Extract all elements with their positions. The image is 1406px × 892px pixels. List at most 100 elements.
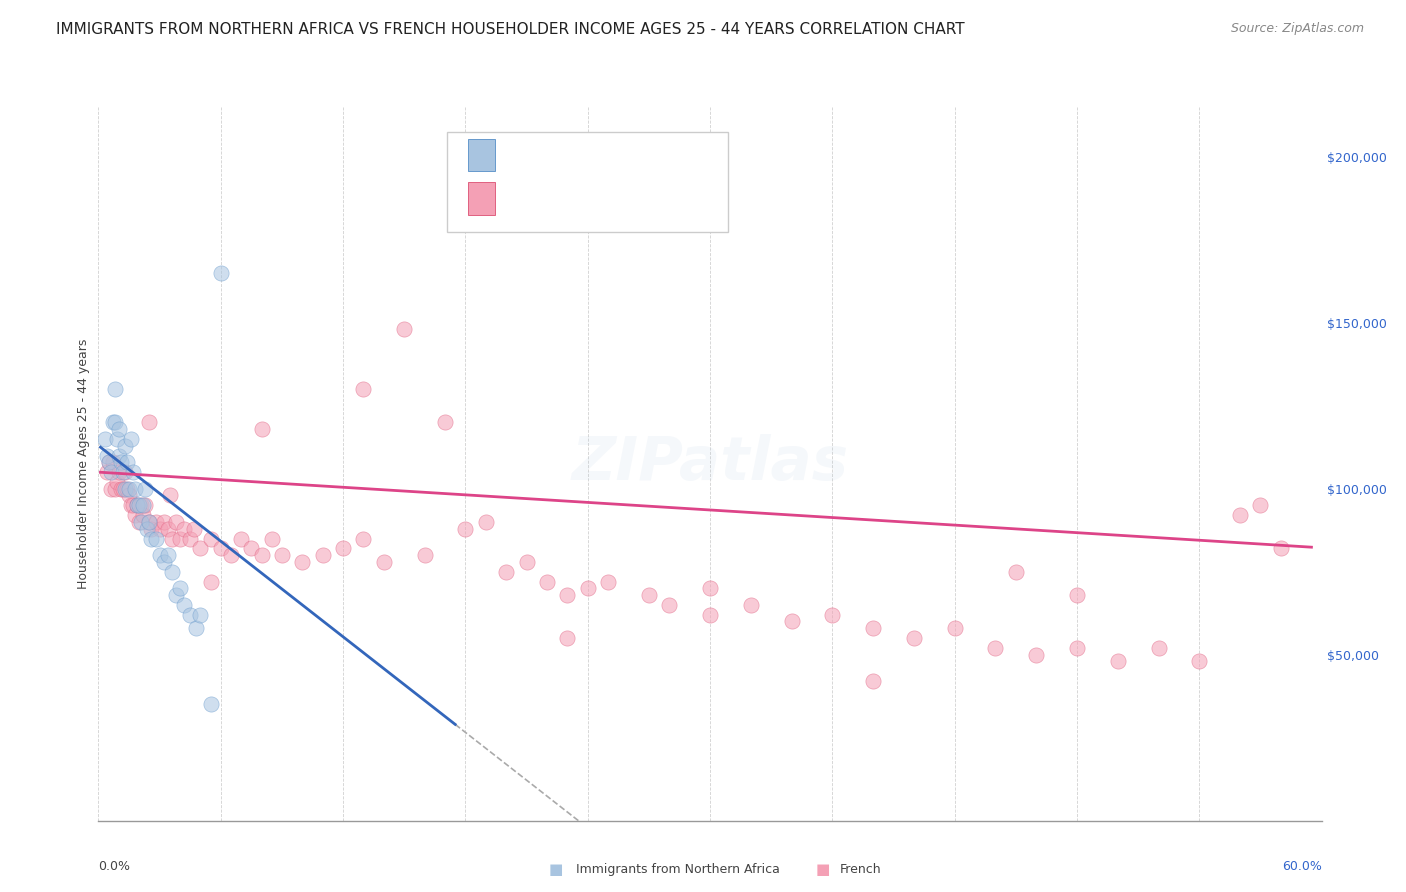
Point [120,432,142,446]
Point [209,541,232,556]
Point [108,465,131,479]
Point [110,482,132,496]
Y-axis label: Householder Income Ages 25 - 44 years: Householder Income Ages 25 - 44 years [77,339,90,589]
Point [209,266,232,280]
Point [104,382,127,396]
Point [136,522,159,536]
Point [141,532,163,546]
Point [138,415,160,429]
Point [270,548,294,562]
Point [100,482,122,496]
Point [160,565,183,579]
Text: Immigrants from Northern Africa: Immigrants from Northern Africa [576,863,780,876]
Point [1107,654,1129,668]
Point [699,607,721,622]
Point [105,475,128,489]
Point [111,482,134,496]
Point [156,548,179,562]
Point [200,574,222,589]
Point [114,482,136,496]
Text: N = 40: N = 40 [620,154,672,169]
Point [138,515,160,529]
Point [128,499,150,513]
Point [115,482,138,496]
Point [132,499,155,513]
Point [186,621,208,635]
Point [352,532,374,546]
Point [152,555,174,569]
Point [188,607,212,622]
Point [740,598,762,612]
Bar [468,139,495,171]
Point [862,674,884,689]
Text: Source: ZipAtlas.com: Source: ZipAtlas.com [1230,22,1364,36]
Point [352,382,374,396]
Point [165,515,187,529]
Point [122,499,145,513]
Point [413,548,436,562]
Point [129,499,152,513]
Point [122,465,145,479]
Point [108,422,131,436]
Point [101,455,124,469]
Point [1147,641,1170,656]
Text: ■: ■ [548,863,562,877]
Point [434,415,457,429]
Point [516,555,538,569]
Point [160,532,183,546]
Point [1270,541,1292,556]
Point [188,541,212,556]
Point [104,415,127,429]
Point [93,432,115,446]
Point [862,621,884,635]
Point [124,508,146,523]
Point [127,499,149,513]
Point [598,574,620,589]
Point [101,415,124,429]
Point [97,455,120,469]
Point [134,499,156,513]
Point [658,598,681,612]
Point [557,588,579,602]
Point [97,455,120,469]
Point [110,455,132,469]
Point [291,555,314,569]
Text: French: French [839,863,882,876]
Point [638,588,661,602]
Point [1066,641,1088,656]
Point [156,522,179,536]
Point [114,465,136,479]
Point [821,607,844,622]
FancyBboxPatch shape [447,132,728,232]
Point [1229,508,1251,523]
Point [1249,499,1271,513]
Point [557,631,579,645]
Point [132,508,155,523]
Point [111,465,134,479]
Point [138,515,160,529]
Point [1004,565,1026,579]
Point [219,548,242,562]
Point [96,465,118,479]
Text: ZIPatlas: ZIPatlas [571,434,849,493]
Point [169,582,191,596]
Point [104,482,127,496]
Point [145,515,167,529]
Point [536,574,558,589]
Point [495,565,517,579]
Point [173,522,195,536]
Point [332,541,354,556]
Point [145,532,167,546]
Point [699,582,721,596]
Point [312,548,335,562]
Point [173,598,195,612]
Point [134,482,156,496]
Point [240,541,263,556]
Point [127,499,149,513]
Text: R =  -0.210: R = -0.210 [508,198,593,212]
Text: R = -0.550: R = -0.550 [508,154,589,169]
Point [128,515,150,529]
Point [943,621,966,635]
Text: ■: ■ [815,863,830,877]
Point [200,532,222,546]
